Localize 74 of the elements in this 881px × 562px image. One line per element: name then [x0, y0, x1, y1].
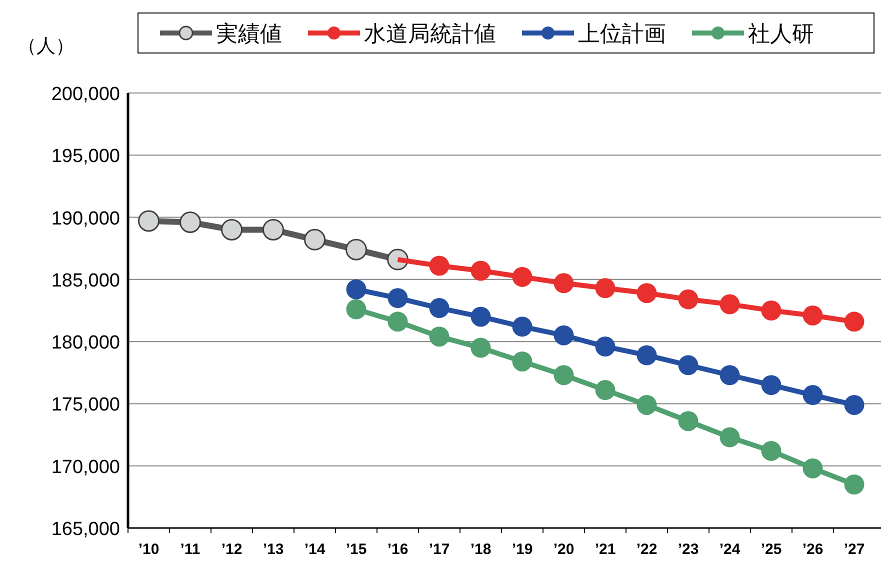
- point: [429, 256, 450, 276]
- x-tick-label: ’22: [636, 541, 658, 558]
- y-tick-label: 190,000: [51, 208, 120, 230]
- x-tick-label: ’13: [262, 541, 284, 558]
- y-tick-label: 195,000: [51, 146, 120, 168]
- point: [844, 312, 864, 332]
- x-tick-label: ’17: [428, 541, 450, 558]
- point: [844, 474, 864, 494]
- y-tick-label: 165,000: [51, 519, 120, 540]
- point: [388, 288, 408, 308]
- point: [470, 260, 491, 281]
- point: [678, 355, 698, 376]
- point: [554, 365, 574, 386]
- point: [761, 300, 782, 320]
- x-tick-label: ’18: [470, 541, 492, 558]
- point: [470, 306, 491, 327]
- point: [512, 266, 532, 287]
- x-tick-label: ’14: [304, 541, 326, 558]
- point: [678, 411, 698, 432]
- y-axis-title: （人）: [18, 36, 74, 57]
- point: [720, 294, 740, 314]
- x-tick-label: ’26: [802, 541, 824, 558]
- point: [802, 385, 823, 406]
- x-tick-label: ’12: [221, 541, 242, 558]
- x-tick-label: ’23: [678, 541, 699, 558]
- x-tick-label: ’25: [760, 541, 782, 558]
- point: [138, 210, 160, 232]
- point: [844, 394, 864, 415]
- point: [512, 316, 532, 337]
- y-tick-label: 175,000: [51, 394, 120, 416]
- point: [720, 427, 740, 448]
- x-tick-label: ’27: [844, 541, 865, 558]
- x-tick-label: ’24: [719, 541, 741, 558]
- point: [595, 278, 616, 298]
- point: [388, 312, 408, 332]
- legend-label: 社人研: [748, 21, 814, 46]
- point: [761, 440, 782, 461]
- x-tick-label: ’15: [346, 541, 367, 558]
- legend-label: 実績値: [216, 21, 282, 46]
- point: [346, 238, 367, 260]
- point: [595, 336, 616, 357]
- point: [429, 326, 450, 347]
- x-tick-label: ’19: [512, 541, 533, 558]
- legend-label: 上位計画: [578, 21, 666, 46]
- point: [262, 218, 284, 240]
- point: [761, 375, 782, 396]
- y-tick-label: 180,000: [51, 332, 120, 354]
- point: [678, 289, 698, 310]
- point: [720, 365, 740, 386]
- point: [180, 212, 201, 234]
- x-tick-label: ’21: [594, 541, 616, 558]
- legend-label: 水道局統計値: [364, 21, 496, 46]
- point: [304, 228, 326, 250]
- point: [346, 299, 366, 320]
- point: [802, 305, 823, 326]
- point: [595, 380, 616, 400]
- point: [221, 218, 242, 240]
- point: [470, 338, 491, 358]
- y-tick-label: 170,000: [51, 456, 120, 478]
- point: [802, 458, 823, 478]
- x-tick-label: ’10: [138, 541, 160, 558]
- point: [512, 351, 532, 372]
- y-tick-label: 185,000: [51, 270, 120, 292]
- point: [636, 394, 657, 415]
- x-tick-label: ’20: [553, 541, 574, 558]
- x-tick-label: ’16: [387, 541, 408, 558]
- x-tick-label: ’11: [180, 541, 200, 558]
- y-tick-label: 200,000: [51, 84, 120, 105]
- point: [429, 298, 450, 318]
- point: [554, 273, 574, 294]
- point: [554, 325, 574, 346]
- point: [346, 279, 366, 300]
- point: [636, 283, 657, 304]
- point: [636, 345, 657, 366]
